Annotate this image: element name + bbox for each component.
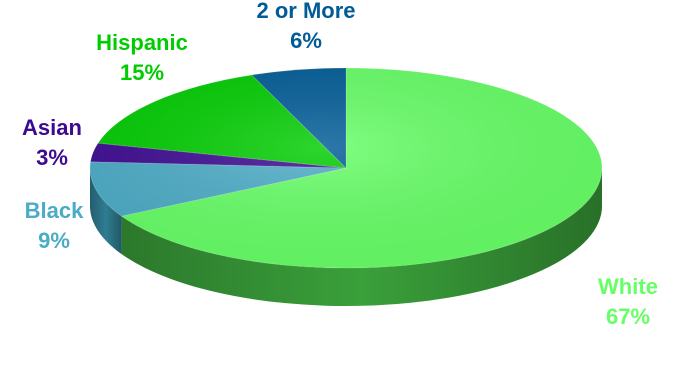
slice-value-white: 67% [606,304,650,329]
slice-value-hispanic: 15% [120,60,164,85]
slice-value-black: 9% [38,228,70,253]
slice-label-black: Black [25,198,84,223]
slice-label-white: White [598,274,658,299]
pie-top-highlight [90,68,602,268]
pie-side-shade-white [121,168,602,306]
pie-sides [90,168,602,306]
slice-label-hispanic: Hispanic [96,30,188,55]
pie-labels: White 67% Black 9% Asian 3% Hispanic 15% 2 or Mo… [22,0,658,329]
pie-tops [89,67,603,269]
slice-value-2-or-more: 6% [290,28,322,53]
slice-label-asian: Asian [22,115,82,140]
slice-value-asian: 3% [36,145,68,170]
pie-side-shade-black [90,168,122,255]
slice-label-2-or-more: 2 or More [256,0,355,23]
